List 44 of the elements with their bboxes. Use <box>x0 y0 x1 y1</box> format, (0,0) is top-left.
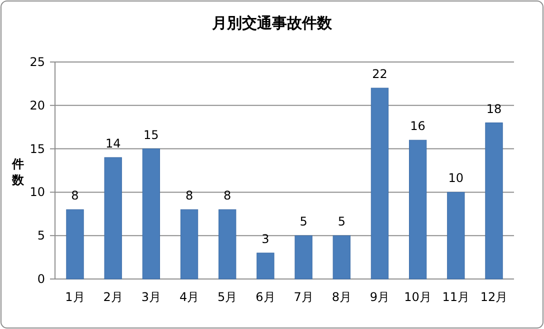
y-tick-label: 0 <box>37 272 45 286</box>
x-tick-label: 8月 <box>332 290 352 304</box>
y-tick-label: 5 <box>37 228 45 243</box>
bar <box>218 209 236 280</box>
bar <box>256 252 274 280</box>
data-label: 15 <box>144 128 159 142</box>
data-label: 16 <box>410 119 426 134</box>
bar <box>180 209 198 280</box>
y-tick-label: 25 <box>30 55 45 69</box>
bar <box>485 122 503 280</box>
data-label: 8 <box>71 188 79 203</box>
bar <box>104 157 122 280</box>
y-axis-title: 件数 <box>11 157 25 187</box>
data-label: 10 <box>448 171 464 186</box>
x-tick-label: 4月 <box>179 290 200 304</box>
bar <box>294 235 312 280</box>
y-tick-label: 10 <box>30 185 45 200</box>
chart-title: 月別交通事故件数 <box>211 14 333 32</box>
x-tick-label: 2月 <box>103 290 123 304</box>
x-tick-label: 1月 <box>65 290 85 304</box>
bar <box>142 148 160 280</box>
data-label: 14 <box>105 136 121 150</box>
x-tick-label: 10月 <box>404 290 432 304</box>
data-label: 8 <box>224 188 232 203</box>
data-label: 3 <box>262 232 270 246</box>
x-tick-label: 7月 <box>294 290 314 304</box>
bar <box>332 235 350 280</box>
bar <box>447 192 465 280</box>
y-tick-label: 15 <box>30 142 45 156</box>
x-tick-label: 5月 <box>218 290 238 304</box>
x-tick-label: 6月 <box>256 290 276 304</box>
x-tick-label: 12月 <box>480 290 508 304</box>
bar <box>66 209 84 280</box>
x-tick-label: 3月 <box>141 290 161 304</box>
x-tick-label: 11月 <box>442 290 470 304</box>
data-label: 8 <box>185 188 194 203</box>
data-label: 5 <box>338 214 346 229</box>
bar <box>409 140 427 280</box>
y-tick-label: 20 <box>30 98 45 112</box>
data-label: 18 <box>486 102 502 116</box>
x-tick-label: 9月 <box>370 290 390 304</box>
data-label: 5 <box>300 214 308 229</box>
data-label: 22 <box>372 67 388 82</box>
bar <box>370 88 389 280</box>
